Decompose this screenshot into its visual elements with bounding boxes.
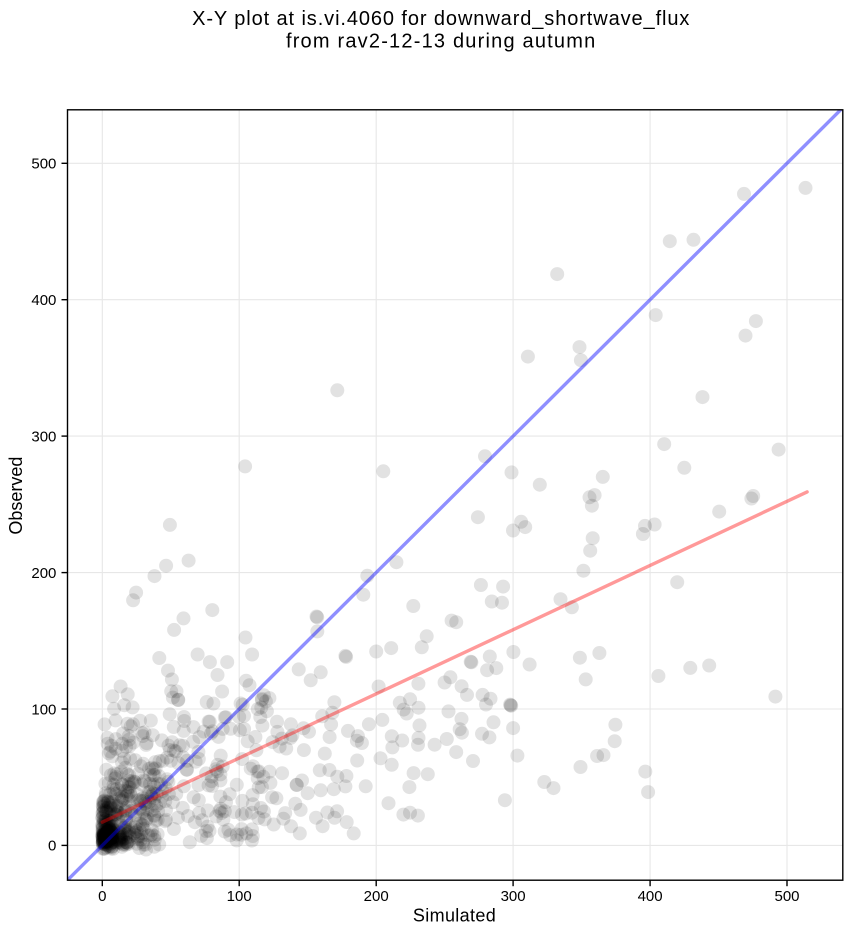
svg-text:500: 500 <box>31 156 56 173</box>
svg-text:200: 200 <box>364 888 389 905</box>
svg-text:500: 500 <box>774 888 799 905</box>
svg-text:400: 400 <box>31 292 56 309</box>
svg-text:100: 100 <box>31 701 56 718</box>
svg-text:200: 200 <box>31 565 56 582</box>
svg-text:0: 0 <box>98 888 106 905</box>
svg-text:Observed: Observed <box>6 457 26 535</box>
svg-text:400: 400 <box>638 888 663 905</box>
svg-text:from rav2-12-13 during autumn: from rav2-12-13 during autumn <box>286 31 597 53</box>
svg-text:100: 100 <box>227 888 252 905</box>
svg-text:X-Y plot at is.vi.4060 for dow: X-Y plot at is.vi.4060 for downward_shor… <box>192 8 690 30</box>
svg-text:300: 300 <box>31 428 56 445</box>
svg-text:0: 0 <box>48 838 56 855</box>
svg-text:Simulated: Simulated <box>413 905 496 925</box>
svg-text:300: 300 <box>501 888 526 905</box>
